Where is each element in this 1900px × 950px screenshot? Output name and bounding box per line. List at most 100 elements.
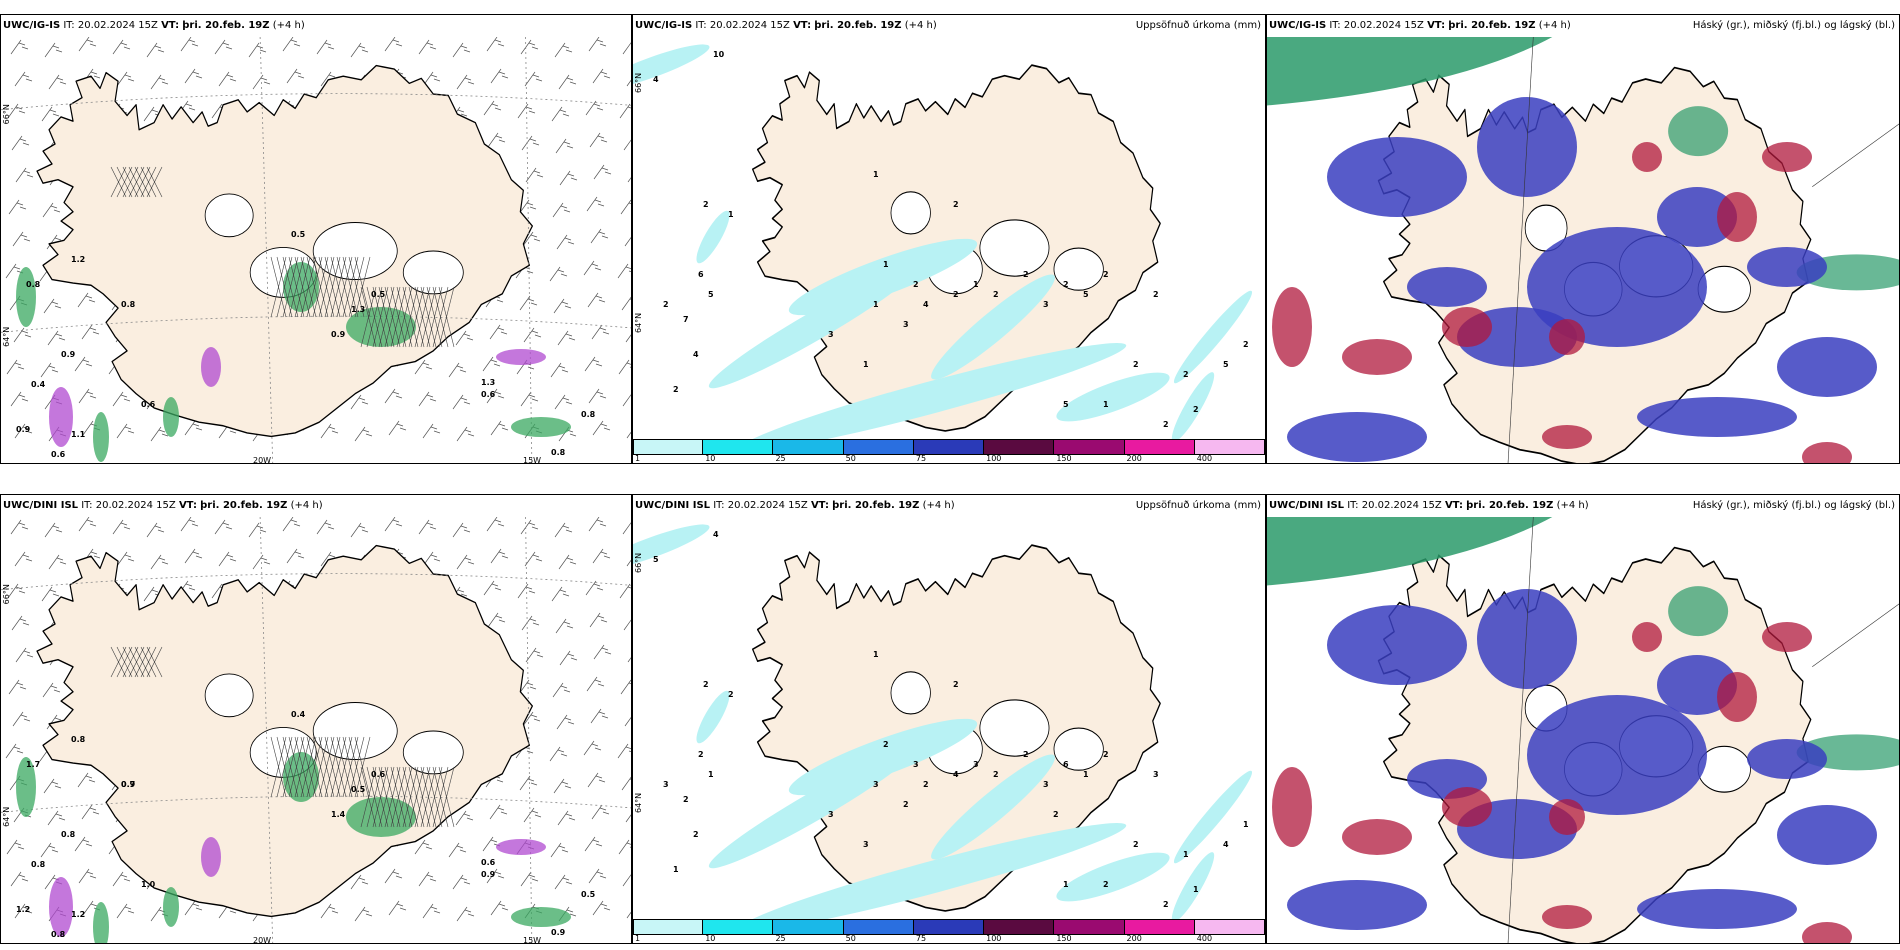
precip-value-label: 2: [703, 200, 709, 209]
panel-bottom-right-cloud-map: UWC/DINI ISL IT: 20.02.2024 15Z VT: þri.…: [1266, 494, 1900, 944]
value-label: 1.2: [16, 905, 30, 914]
precip-colorbar: 1 10 25 50 75 100 150 200 400: [633, 439, 1265, 463]
precip-colorbar: 1 10 25 50 75 100 150 200 400: [633, 919, 1265, 943]
precip-value-label: 3: [1153, 770, 1159, 779]
model-name: UWC/DINI ISL: [635, 500, 711, 511]
colorbar-tick-label: 25: [775, 934, 786, 943]
value-label: 1.2: [71, 255, 85, 264]
value-label: 0.5: [581, 890, 596, 899]
precip-value-label: 4: [1223, 840, 1229, 849]
precip-value-label: 1: [883, 260, 889, 269]
value-label: 0.8: [31, 860, 46, 869]
colorbar-tick-label: 10: [705, 934, 716, 943]
region-borders: [1507, 37, 1899, 463]
vt-value: þri. 20.feb. 19Z: [182, 20, 270, 31]
precip-value-label: 1: [1183, 850, 1189, 859]
precip-value-label: 1: [873, 170, 879, 179]
vt-value: þri. 20.feb. 19Z: [1448, 20, 1536, 31]
colorbar-tick-label: 200: [1126, 454, 1142, 463]
precip-value-label: 6: [698, 270, 704, 279]
colorbar-swatch: [843, 919, 914, 935]
vt-label: VT:: [1444, 500, 1463, 511]
value-label: 0.8: [581, 410, 596, 419]
precip-value-label: 3: [1043, 780, 1049, 789]
value-label: 0.5: [291, 230, 306, 239]
map-canvas: 0.8 0.9 0.8 1.2 1.1 0.6 0.9 0.6 0.6 0.8 0.8 1.3 0.5 0…: [1, 37, 631, 464]
value-label: 0.6: [141, 400, 156, 409]
colorbar-swatch: [913, 919, 985, 935]
precip-value-label: 2: [1163, 420, 1169, 429]
precip-shading: [633, 524, 1253, 925]
panel-top-right-cloud-map: UWC/IG-IS IT: 20.02.2024 15Z VT: þri. 20…: [1266, 14, 1900, 464]
value-label: 0.6: [481, 390, 496, 399]
precip-shading: [633, 44, 1253, 445]
precip-value-label: 1: [1193, 885, 1199, 894]
precip-value-label: 5: [1223, 360, 1229, 369]
panel-header: UWC/DINI ISL IT: 20.02.2024 15Z VT: þri.…: [1, 495, 631, 517]
precip-value-label: 1: [1103, 400, 1109, 409]
panel-field-title: Uppsöfnuð úrkoma (mm): [1135, 20, 1261, 31]
colorbar-tick-label: 50: [845, 454, 856, 463]
panel-bottom-mid-precip-map: UWC/DINI ISL IT: 20.02.2024 15Z VT: þri.…: [632, 494, 1266, 944]
lat-label-66n: 66°N: [2, 104, 11, 124]
value-label: 1.4: [331, 810, 346, 819]
precip-value-label: 4: [923, 300, 929, 309]
lon-label-15w: 15W: [523, 456, 541, 464]
lat-label-64n: 64°N: [2, 807, 11, 827]
precip-value-label: 5: [653, 555, 659, 564]
precip-value-label: 2: [1163, 900, 1169, 909]
model-name: UWC/IG-IS: [635, 20, 693, 31]
precip-value-label: 2: [1103, 270, 1109, 279]
it-value: 20.02.2024 15Z: [95, 500, 176, 511]
precip-value-label: 3: [663, 780, 669, 789]
precip-value-label: 6: [1063, 760, 1069, 769]
colorbar-swatch: [633, 919, 704, 935]
panel-header: UWC/DINI ISL IT: 20.02.2024 15Z VT: þri.…: [1267, 495, 1899, 517]
vt-label: VT:: [178, 500, 197, 511]
colorbar-tick-label: 400: [1196, 454, 1213, 463]
value-label: 0.9: [61, 350, 76, 359]
precip-value-label: 4: [713, 530, 719, 539]
region-borders: [1507, 517, 1899, 943]
colorbar-tick-label: 1: [635, 934, 641, 943]
precip-value-label: 2: [663, 300, 669, 309]
lead-time: (+4 h): [1538, 20, 1571, 31]
precip-value-label: 3: [828, 330, 834, 339]
model-name: UWC/IG-IS: [3, 20, 61, 31]
value-label: 0.8: [26, 280, 41, 289]
lead-time: (+4 h): [1556, 500, 1589, 511]
panel-top-mid-precip-map: UWC/IG-IS IT: 20.02.2024 15Z VT: þri. 20…: [632, 14, 1266, 464]
precip-value-label: 2: [1103, 750, 1109, 759]
lon-label-20w: 20W: [253, 936, 271, 944]
lat-label-64n: 64°N: [2, 327, 11, 347]
it-label: IT:: [713, 500, 725, 511]
value-label: 0.8: [51, 930, 66, 939]
it-label: IT:: [63, 20, 75, 31]
colorbar-swatch: [913, 439, 985, 455]
value-label: 0.4: [31, 380, 46, 389]
lead-time: (+4 h): [904, 20, 937, 31]
value-label: 0.9: [481, 870, 496, 879]
precip-value-label: 1: [973, 280, 979, 289]
precip-value-label: 2: [903, 800, 909, 809]
lat-label-64n: 64°N: [634, 313, 643, 333]
precip-value-label: 1: [873, 650, 879, 659]
colorbar-tick-label: 75: [915, 454, 927, 463]
precip-value-label: 3: [973, 760, 979, 769]
precip-value-label: 1: [673, 865, 679, 874]
vt-value: þri. 20.feb. 19Z: [832, 500, 920, 511]
value-label: 0.4: [291, 710, 306, 719]
precip-value-label: 2: [728, 690, 734, 699]
precip-value-label: 4: [653, 75, 659, 84]
precip-value-label: 2: [683, 795, 689, 804]
lon-label-20w: 20W: [253, 456, 271, 464]
value-label: 0.9: [16, 425, 31, 434]
precip-value-label: 2: [1243, 340, 1249, 349]
value-label: 0.6: [371, 770, 386, 779]
precip-value-label: 2: [953, 290, 959, 299]
colorbar-tick-label: 1: [635, 454, 641, 463]
precip-value-label: 2: [1023, 270, 1029, 279]
precip-value-label: 1: [728, 210, 734, 219]
lead-time: (+4 h): [922, 500, 955, 511]
precip-value-label: 2: [1193, 405, 1199, 414]
